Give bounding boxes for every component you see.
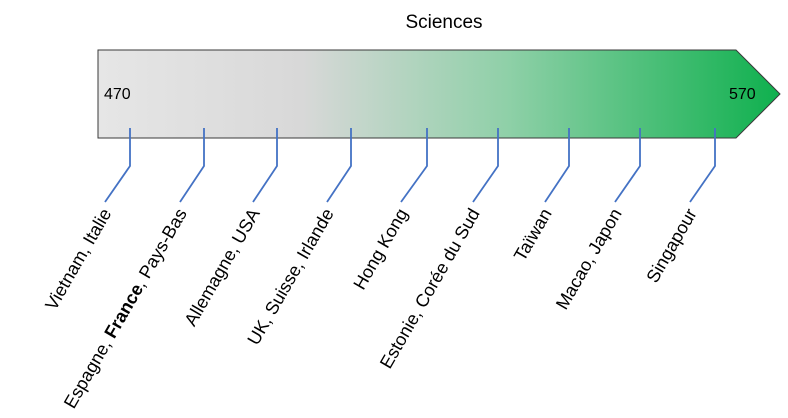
scale-max-label: 570	[729, 86, 756, 103]
connector-lines	[104, 128, 716, 203]
connector-line	[252, 128, 278, 203]
diagram-title: Sciences	[405, 12, 483, 33]
connector-line	[472, 128, 499, 203]
connector-line	[689, 128, 716, 203]
connector-line	[400, 128, 428, 203]
connector-line	[104, 128, 131, 203]
scale-min-label: 470	[104, 86, 131, 103]
connector-line	[326, 128, 352, 203]
scale-arrow	[97, 49, 781, 139]
connector-line	[179, 128, 205, 203]
connector-line	[544, 128, 570, 203]
connector-line	[614, 128, 641, 203]
